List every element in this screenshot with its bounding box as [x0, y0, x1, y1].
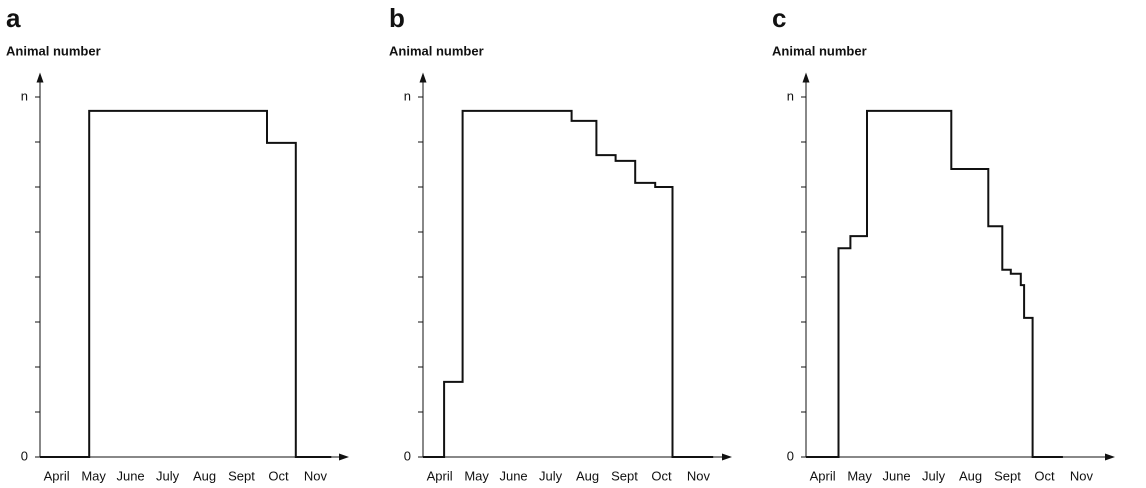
y-axis-label: Animal number: [772, 43, 867, 58]
x-tick-label: July: [922, 468, 946, 483]
y-axis-arrow: [419, 72, 427, 83]
y-axis-label: Animal number: [389, 43, 484, 58]
y-tick-label: 0: [787, 448, 794, 463]
y-tick-label: 0: [404, 448, 411, 463]
x-tick-label: June: [116, 468, 144, 483]
x-tick-label: June: [499, 468, 527, 483]
x-tick-label: Nov: [304, 468, 328, 483]
x-tick-label: Oct: [1034, 468, 1055, 483]
data-line: [423, 109, 714, 458]
data-line: [40, 109, 332, 458]
x-tick-label: Sept: [228, 468, 255, 483]
panel-letter: b: [389, 3, 405, 33]
x-tick-label: Oct: [651, 468, 672, 483]
x-tick-label: Aug: [576, 468, 599, 483]
x-tick-label: Sept: [994, 468, 1021, 483]
x-tick-label: April: [810, 468, 836, 483]
x-tick-label: Nov: [687, 468, 711, 483]
x-tick-label: April: [44, 468, 70, 483]
x-tick-label: Aug: [959, 468, 982, 483]
x-tick-label: April: [427, 468, 453, 483]
x-axis-arrow: [1105, 453, 1115, 461]
x-axis-arrow: [339, 453, 349, 461]
y-tick-label: n: [404, 88, 411, 103]
y-axis-arrow: [36, 72, 44, 83]
x-tick-label: July: [539, 468, 563, 483]
y-axis-arrow: [802, 72, 810, 83]
x-tick-label: May: [464, 468, 489, 483]
x-axis-arrow: [722, 453, 732, 461]
x-tick-label: May: [81, 468, 106, 483]
x-tick-label: June: [882, 468, 910, 483]
x-tick-label: Aug: [193, 468, 216, 483]
y-tick-label: n: [21, 88, 28, 103]
x-tick-label: May: [847, 468, 872, 483]
y-tick-label: n: [787, 88, 794, 103]
x-tick-label: Nov: [1070, 468, 1094, 483]
x-tick-label: Sept: [611, 468, 638, 483]
data-line: [806, 109, 1063, 458]
panel-letter: a: [6, 3, 21, 33]
x-tick-label: Oct: [268, 468, 289, 483]
panel-letter: c: [772, 3, 786, 33]
y-tick-label: 0: [21, 448, 28, 463]
x-tick-label: July: [156, 468, 180, 483]
y-axis-label: Animal number: [6, 43, 101, 58]
